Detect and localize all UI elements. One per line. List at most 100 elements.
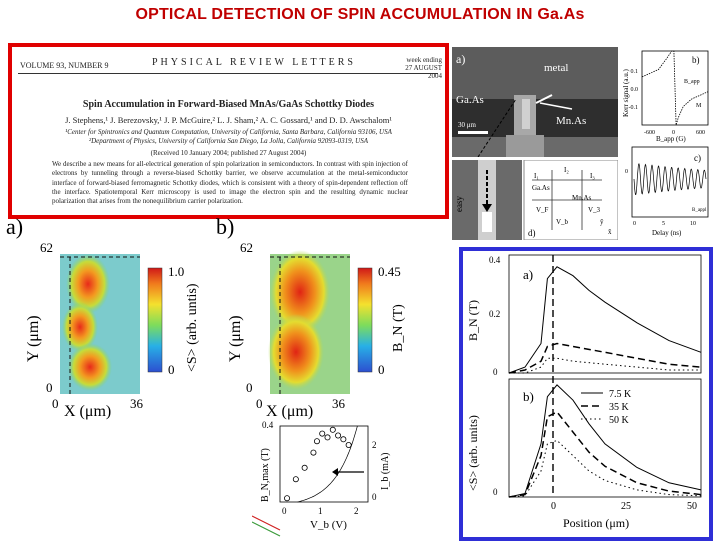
inset-ytick-top: 0.4 [262, 420, 274, 430]
series-a-7-5-k [508, 266, 702, 374]
inset-data-point [284, 495, 291, 502]
kerr-c-legend: B_appl [692, 208, 707, 213]
map-a-ytick-bottom: 0 [46, 380, 53, 395]
circuit-label-gaas: Ga.As [532, 184, 550, 192]
paper-received: (Received 10 January 2004; published 27 … [150, 149, 307, 157]
journal-week: week ending 27 AUGUST 2004 [405, 56, 442, 80]
blue-a-ytick-mid: 0.2 [489, 309, 500, 319]
circuit-panel-label: d) [528, 228, 536, 238]
mnas-label: Mn.As [556, 115, 586, 127]
journal-volume: VOLUME 93, NUMBER 9 [20, 61, 109, 70]
map-a-xlabel: X (μm) [64, 403, 111, 420]
series-b-50-k [508, 439, 702, 498]
easy-axis-label: easy [454, 196, 464, 212]
metal-label: metal [544, 62, 568, 74]
blue-xlabel: Position (μm) [563, 516, 629, 530]
circuit-label-x: x̂ [608, 228, 612, 236]
circuit-label-i1: I₁ [534, 172, 539, 180]
kerr-b-ylabel: Kerr signal (a.u.) [622, 69, 630, 117]
blue-b-ylabel: <S> (arb. units) [466, 415, 480, 491]
series-a-35-k [508, 342, 702, 374]
map-b-cbar-bottom: 0 [378, 362, 385, 377]
map-b-panel-label: b) [216, 214, 234, 239]
inset-current-curve [297, 425, 358, 503]
map-b-ytick-top: 62 [240, 240, 253, 255]
kerr-b-ytick-top: 0.1 [631, 69, 639, 75]
circuit-panel: easy I₁ I₂ I₃ Ga.As Mn.As V_F V_3 V_b ŷ … [452, 160, 618, 240]
affiliation-1: ¹Center for Spintronics and Quantum Comp… [65, 128, 392, 136]
circuit-label-i3: I₃ [590, 172, 595, 180]
map-b-cbar-top: 0.45 [378, 264, 401, 279]
map-b-xtick-left: 0 [256, 396, 263, 411]
kerr-field-sweep-chart: b) Kerr signal (a.u.) 0.1 0.0 -0.1 -600 … [620, 47, 712, 143]
paper-affiliations: ¹Center for Spintronics and Quantum Comp… [12, 128, 445, 146]
blue-xtick-25: 25 [621, 501, 631, 512]
kerr-time-resolved-chart: c) 0 0 5 10 Delay (ns) B_appl [620, 143, 712, 238]
inset-data-point [345, 441, 352, 448]
kerr-b-xtick-right: 600 [696, 130, 705, 136]
inset-data-point [310, 449, 317, 456]
inset-ylabel-left: B_N,max (T) [260, 448, 271, 502]
kerr-b-m-label: M [696, 103, 702, 109]
map-a-cbar-top: 1.0 [168, 264, 184, 279]
circuit-label-y: ŷ [600, 218, 604, 226]
paper-authors: J. Stephens,¹ J. Berezovsky,¹ J. P. McGu… [65, 115, 392, 125]
inset-ytick-right-bottom: 0 [372, 492, 377, 502]
micrograph-panel: a) metal Ga.As Mn.As 30 μm [452, 47, 618, 157]
kerr-c-series [633, 163, 707, 196]
kerr-b-xlabel: B_app (G) [656, 135, 686, 143]
series-b-35-k [508, 411, 702, 498]
position-profile-figure: a) b) 0.4 0.2 0 0 B_N (T) <S> (arb. unit… [459, 247, 713, 541]
kerr-b-panel-label: b) [692, 55, 700, 65]
inset-data-point [319, 430, 326, 437]
inset-ytick-right-top: 2 [372, 440, 377, 450]
series-a-50-k [509, 357, 701, 374]
inset-data-point [329, 426, 336, 433]
kerr-c-xtick-mid: 5 [662, 221, 665, 227]
nuclear-field-map-b: b) 62 0 Y (μm) 0 X (μm) 36 0.45 0 B_N (T… [216, 214, 406, 420]
kerr-b-series [641, 50, 709, 126]
series-b-7-5-k [508, 384, 702, 498]
kerr-b-ytick-mid: 0.0 [631, 87, 639, 93]
position-profile-chart: a) b) 0.4 0.2 0 0 B_N (T) <S> (arb. unit… [466, 254, 702, 530]
map-a-cbar-label: <S> (arb. untis) [185, 283, 200, 372]
map-a-xtick-left: 0 [52, 396, 59, 411]
kerr-c-xlabel: Delay (ns) [652, 229, 682, 237]
inset-xtick-1: 1 [318, 506, 323, 516]
map-a-ylabel: Y (μm) [25, 315, 42, 362]
map-b-cbar-label: B_N (T) [391, 304, 406, 352]
inset-ylabel-right: I_b (mA) [380, 453, 391, 491]
spin-map-a: a) 62 0 Y (μm) 0 X (μm) 36 1.0 0 <S> (ar… [6, 214, 200, 420]
inset-xlabel: V_b (V) [310, 519, 347, 531]
kerr-b-ytick-bottom: -0.1 [629, 105, 639, 111]
blue-xtick-50: 50 [687, 501, 697, 512]
blue-a-ytick-bottom: 0 [493, 367, 498, 377]
circuit-label-i2: I₂ [564, 166, 569, 174]
blue-xtick-0: 0 [551, 501, 556, 512]
inset-xtick-0: 0 [282, 506, 287, 516]
map-b-xlabel: X (μm) [266, 403, 313, 420]
kerr-b-legend: B_app [684, 79, 700, 85]
inset-data-point [313, 438, 320, 445]
circuit-label-mnas: Mn.As [572, 194, 592, 202]
kerr-b-xtick-mid: 0 [672, 130, 675, 136]
decorative-lines [252, 515, 281, 537]
map-a-cbar-bottom: 0 [168, 362, 175, 377]
micrograph-panel-label: a) [456, 52, 465, 66]
blue-b-label: b) [523, 389, 534, 404]
bias-dependence-inset: 0.4 B_N,max (T) I_b (mA) 2 0 0 1 2 V_b (… [252, 420, 392, 538]
kerr-c-panel-label: c) [694, 153, 701, 163]
circuit-label-vf: V_F [536, 206, 549, 214]
inset-data-point [301, 464, 308, 471]
map-a-xtick-right: 36 [130, 396, 144, 411]
legend-35k: 35 K [609, 402, 630, 413]
map-a-panel-label: a) [6, 214, 23, 239]
blue-b-ytick: 0 [493, 487, 498, 497]
gaas-label: Ga.As [456, 94, 484, 106]
legend-50k: 50 K [609, 415, 630, 426]
inset-xtick-2: 2 [354, 506, 359, 516]
journal-name: PHYSICAL REVIEW LETTERS [152, 57, 356, 68]
header-rule [18, 73, 438, 74]
inset-data-point [335, 432, 342, 439]
map-b-ylabel: Y (μm) [227, 315, 244, 362]
